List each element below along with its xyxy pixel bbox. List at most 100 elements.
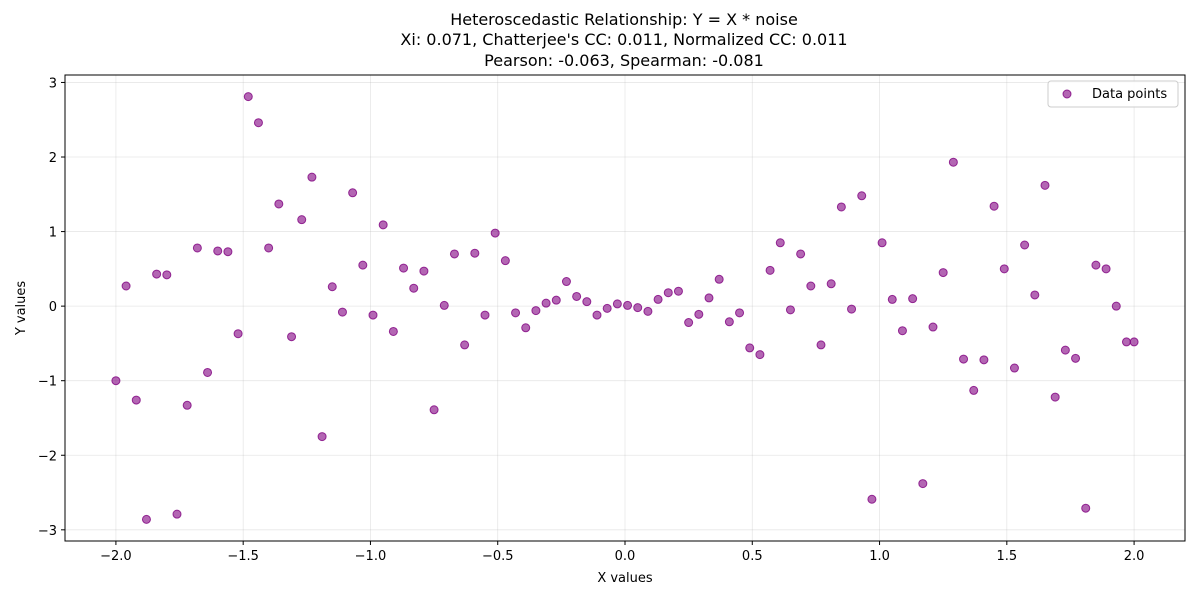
data-point [1101,264,1111,274]
data-point [989,201,999,211]
data-point [877,238,887,248]
data-point [317,432,327,442]
x-tick-label: 0.0 [615,549,636,564]
data-point [521,323,531,333]
data-point [172,509,182,519]
data-point [663,288,673,298]
data-point [348,188,358,198]
data-point [531,306,541,316]
data-point [582,297,592,307]
x-tick-label: −2.0 [100,549,132,564]
data-point [243,92,253,102]
data-point [162,270,172,280]
data-point [561,277,571,287]
y-tick-label: 0 [49,300,57,315]
data-point [1040,180,1050,190]
data-point [948,157,958,167]
data-point [203,367,213,377]
data-point [511,308,521,318]
data-point [969,385,979,395]
chart-title: Heteroscedastic Relationship: Y = X * no… [400,10,847,70]
data-point [551,295,561,305]
data-point [1020,240,1030,250]
data-point [897,326,907,336]
legend-box [1047,80,1179,108]
data-point [192,243,202,253]
data-point [755,350,765,360]
data-point [368,310,378,320]
x-tick-label: −1.5 [227,549,259,564]
data-point [233,329,243,339]
data-point [836,202,846,212]
data-point [826,279,836,289]
data-point [287,332,297,342]
data-point [684,318,694,328]
y-tick-label: −3 [38,524,57,539]
x-tick-label: −0.5 [482,549,514,564]
data-point [938,268,948,278]
data-point [673,286,683,296]
data-point [541,298,551,308]
data-point [449,249,459,259]
data-point [572,291,582,301]
data-point [612,299,622,309]
data-point [223,247,233,257]
data-point [399,263,409,273]
data-point [470,248,480,258]
data-point [724,317,734,327]
title-line-2: Xi: 0.071, Chatterjee's CC: 0.011, Norma… [400,30,847,49]
data-point [327,282,337,292]
y-tick-label: 2 [49,151,57,166]
data-point [816,340,826,350]
data-point [643,306,653,316]
data-point [307,172,317,182]
data-point [253,118,263,128]
data-point [1129,337,1139,347]
legend-marker [1062,89,1072,99]
legend: Data points [1047,80,1179,108]
data-point [500,256,510,266]
x-tick-label: −1.0 [355,549,387,564]
data-point [1050,392,1060,402]
data-point [714,274,724,284]
data-point [337,307,347,317]
data-point [358,260,368,270]
data-point [653,294,663,304]
data-point [1071,353,1081,363]
x-tick-label: 2.0 [1124,549,1145,564]
data-point [928,322,938,332]
data-point [867,494,877,504]
data-point [182,400,192,410]
data-point [490,228,500,238]
data-point [775,238,785,248]
data-point [480,310,490,320]
data-point [745,343,755,353]
y-axis-ticks: −3 −2 −1 0 1 2 3 [38,76,65,539]
data-point [388,326,398,336]
data-point [274,199,284,209]
x-tick-label: 1.0 [869,549,890,564]
data-points [111,92,1139,524]
y-axis-label: Y values [14,281,29,337]
data-point [1081,503,1091,513]
data-point [111,376,121,386]
data-point [409,283,419,293]
data-point [633,303,643,313]
title-line-1: Heteroscedastic Relationship: Y = X * no… [450,10,798,29]
data-point [213,246,223,256]
data-point [1009,363,1019,373]
data-point [602,303,612,313]
data-point [264,243,274,253]
data-point [623,300,633,310]
x-axis-label: X values [597,571,653,586]
data-point [152,269,162,279]
data-point [592,310,602,320]
legend-label: Data points [1092,87,1167,102]
data-point [378,220,388,230]
data-point [429,405,439,415]
data-point [999,264,1009,274]
data-point [887,294,897,304]
data-point [735,308,745,318]
x-axis-ticks: −2.0 −1.5 −1.0 −0.5 0.0 0.5 1.0 1.5 2.0 [100,541,1144,564]
title-line-3: Pearson: -0.063, Spearman: -0.081 [484,51,764,70]
